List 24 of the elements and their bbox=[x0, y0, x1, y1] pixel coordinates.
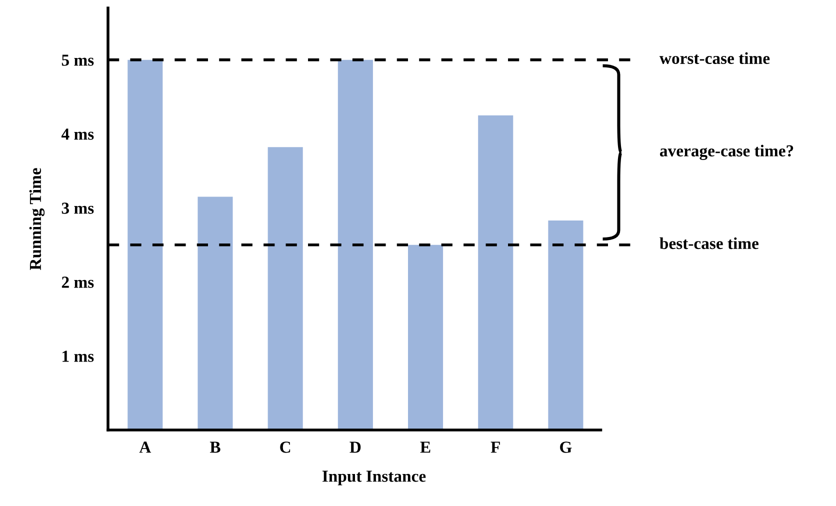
x-tick-label: D bbox=[350, 442, 361, 453]
x-tick-label: G bbox=[560, 442, 572, 453]
y-tick-label: 4 ms bbox=[61, 128, 94, 140]
ref-line-label: best-case time bbox=[660, 237, 759, 250]
x-tick-label: C bbox=[280, 442, 290, 453]
y-axis-title: Running Time bbox=[29, 168, 45, 270]
y-tick-label: 5 ms bbox=[62, 54, 94, 66]
bar bbox=[408, 244, 444, 430]
bar bbox=[128, 60, 163, 430]
y-tick-label: 1 ms bbox=[62, 350, 94, 362]
ref-line-label: worst-case time bbox=[659, 52, 770, 64]
bar bbox=[268, 147, 303, 430]
bar bbox=[338, 60, 373, 430]
x-tick-label: F bbox=[490, 442, 500, 453]
x-tick-label: A bbox=[139, 442, 152, 453]
bar bbox=[478, 115, 514, 430]
x-tick-label: E bbox=[420, 442, 430, 453]
x-tick-label: B bbox=[210, 442, 220, 453]
text: average-case time? bbox=[660, 144, 794, 160]
y-tick-label: 2 ms bbox=[62, 276, 94, 288]
x-axis-title: Input Instance bbox=[322, 470, 426, 486]
y-tick-label: 3 ms bbox=[62, 202, 94, 214]
bar bbox=[198, 196, 233, 430]
bar bbox=[548, 220, 584, 430]
